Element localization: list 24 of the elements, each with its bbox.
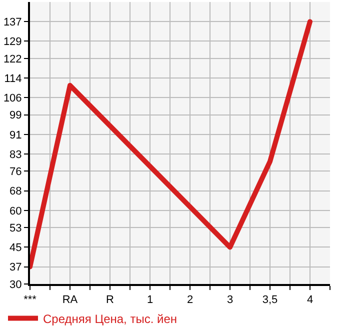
x-tick-label: R xyxy=(106,294,114,306)
y-tick-label: 91 xyxy=(10,129,22,142)
x-tick-label: RA xyxy=(62,294,78,306)
y-tick-label: 30 xyxy=(10,278,22,291)
legend-label: Средняя Цена, тыс. йен xyxy=(43,312,178,326)
y-tick-label: 106 xyxy=(3,92,22,104)
x-tick-label: 3,5 xyxy=(262,294,278,306)
y-tick-label: 45 xyxy=(10,242,22,254)
y-tick-label: 37 xyxy=(10,262,22,274)
x-tick-label: *** xyxy=(24,294,38,306)
y-tick-label: 114 xyxy=(4,72,22,85)
x-tick-label: 1 xyxy=(146,294,154,306)
y-tick-label: 122 xyxy=(3,53,22,66)
x-tick-label: 4 xyxy=(306,294,314,306)
y-tick-label: 68 xyxy=(10,186,22,198)
y-tick-label: 53 xyxy=(10,222,22,234)
y-tick-label: 83 xyxy=(10,148,22,161)
x-tick-label: 2 xyxy=(186,294,194,306)
y-tick-label: 137 xyxy=(3,16,22,28)
y-tick-label: 99 xyxy=(10,110,22,122)
x-tick-label: 3 xyxy=(226,294,234,306)
y-tick-label: 129 xyxy=(3,36,22,48)
y-tick-label: 76 xyxy=(10,166,22,178)
y-tick-label: 60 xyxy=(10,205,22,218)
